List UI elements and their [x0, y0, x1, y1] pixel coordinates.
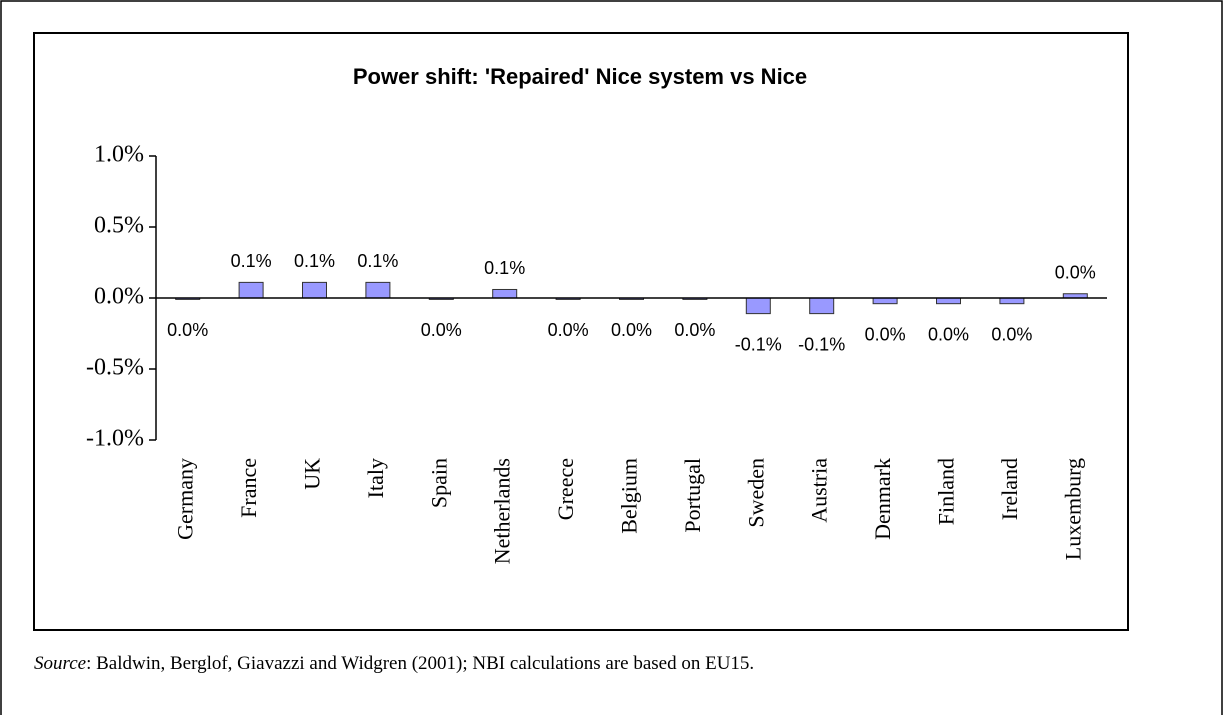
x-tick-label: Denmark — [870, 458, 895, 540]
y-tick-label: -0.5% — [86, 355, 144, 381]
x-tick-label: Greece — [553, 458, 578, 520]
y-tick-label: 1.0% — [94, 142, 144, 168]
x-tick-label: Germany — [173, 458, 198, 540]
data-label: 0.0% — [611, 320, 652, 340]
x-tick-label: France — [236, 458, 261, 518]
data-label: 0.0% — [674, 320, 715, 340]
x-tick-label: Spain — [426, 458, 451, 508]
x-tick-label: Netherlands — [490, 458, 515, 564]
bar — [302, 281, 327, 299]
footnote-text: : Baldwin, Berglof, Giavazzi and Widgren… — [86, 653, 754, 674]
data-label: 0.1% — [484, 258, 525, 278]
data-label: -0.1% — [735, 334, 782, 354]
x-tick-label: Austria — [807, 458, 832, 523]
chart-title: Power shift: 'Repaired' Nice system vs N… — [353, 64, 807, 89]
bar — [365, 281, 391, 299]
bar — [936, 297, 961, 305]
x-tick-label: Luxemburg — [1060, 458, 1085, 560]
data-label: 0.1% — [357, 251, 398, 271]
data-label: 0.0% — [421, 320, 462, 340]
data-label: 0.0% — [865, 324, 906, 344]
data-label: 0.0% — [928, 324, 969, 344]
x-tick-label: Finland — [934, 458, 959, 525]
x-tick-label: UK — [300, 458, 325, 490]
x-tick-label: Sweden — [743, 458, 768, 528]
data-label: -0.1% — [798, 334, 845, 354]
y-tick-label: 0.0% — [94, 284, 144, 310]
bar — [745, 297, 771, 315]
bar — [492, 288, 518, 299]
bar — [238, 281, 264, 299]
data-label: 0.1% — [294, 251, 335, 271]
data-label: 0.0% — [1055, 262, 1096, 282]
x-tick-label: Italy — [363, 458, 388, 498]
footnote-label: Source — [34, 653, 86, 674]
x-tick-label: Portugal — [680, 458, 705, 533]
data-label: 0.1% — [231, 251, 272, 271]
y-tick-label: 0.5% — [94, 213, 144, 239]
chart-frame — [33, 32, 1129, 631]
x-tick-label: Belgium — [617, 458, 642, 534]
data-label: 0.0% — [167, 320, 208, 340]
data-label: 0.0% — [548, 320, 589, 340]
bar — [872, 297, 898, 305]
footnote: Source: Baldwin, Berglof, Giavazzi and W… — [34, 653, 754, 674]
x-tick-label: Ireland — [997, 458, 1022, 520]
bar — [999, 297, 1025, 305]
bar — [809, 297, 835, 315]
data-label: 0.0% — [991, 324, 1032, 344]
y-tick-label: -1.0% — [86, 426, 144, 452]
